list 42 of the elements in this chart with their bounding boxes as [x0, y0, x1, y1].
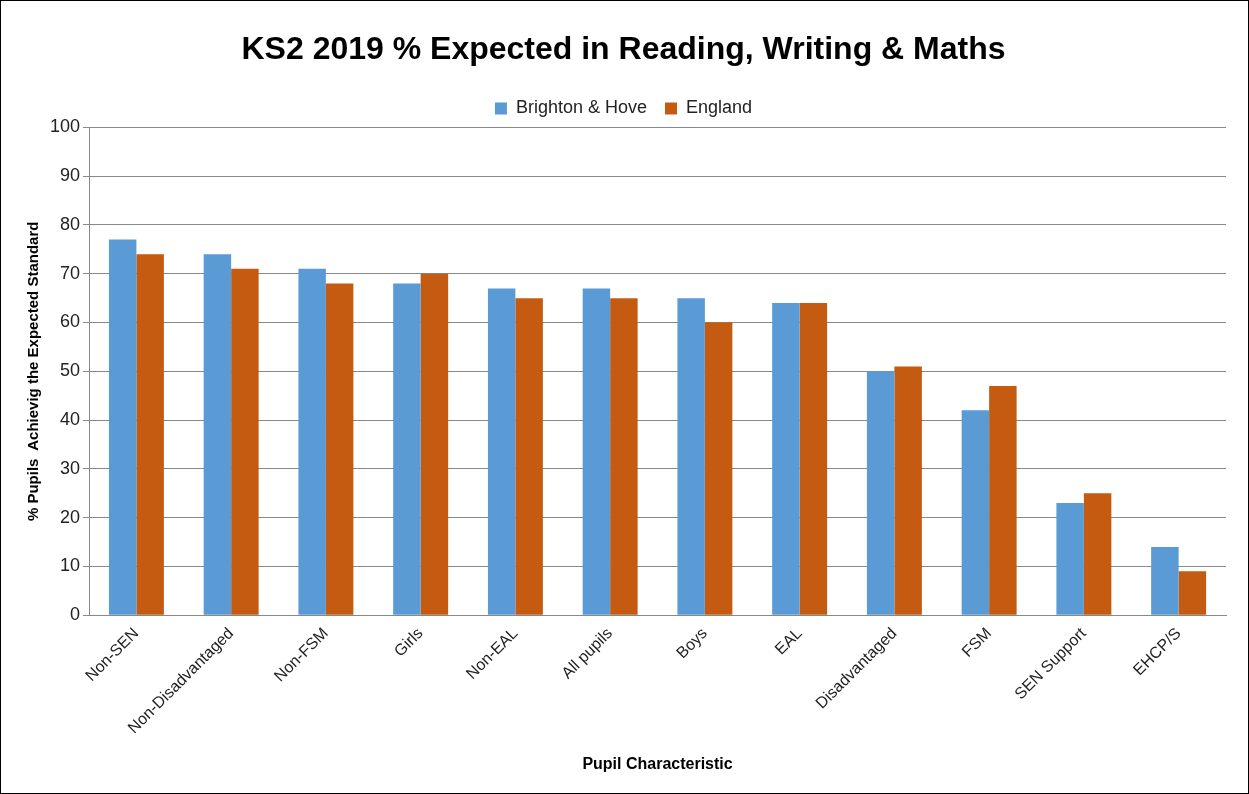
bar [515, 298, 543, 615]
bar [136, 254, 164, 615]
bar [677, 298, 705, 615]
bar [961, 410, 990, 615]
bar [203, 254, 232, 615]
bar [866, 371, 895, 615]
x-tick-label: EAL [771, 624, 805, 658]
bar [108, 239, 137, 615]
bar [610, 298, 638, 615]
chart-title: KS2 2019 % Expected in Reading, Writing & Maths [241, 30, 1006, 67]
bar [1056, 503, 1084, 615]
bar [487, 288, 516, 615]
bar [1151, 546, 1179, 615]
y-tick-label: 100 [49, 116, 81, 137]
bar [989, 385, 1017, 615]
bar [298, 268, 326, 615]
legend-label: England [686, 97, 753, 118]
bar [420, 273, 449, 615]
x-axis-title: Pupil Characteristic [582, 754, 733, 772]
y-tick-label: 0 [70, 604, 81, 625]
bar [393, 283, 421, 615]
y-tick-label: 20 [60, 506, 81, 527]
bar [772, 303, 800, 615]
bar [704, 322, 733, 615]
y-tick-label: 50 [60, 360, 81, 381]
y-tick-label: 30 [60, 457, 81, 478]
bar [1178, 571, 1207, 615]
y-tick-label: 80 [60, 213, 81, 234]
bar [582, 288, 611, 615]
legend-label: Brighton & Hove [515, 97, 648, 118]
y-tick-label: 90 [60, 165, 81, 186]
x-tick-label: Girls [390, 624, 426, 660]
bar [325, 283, 354, 615]
bar [799, 303, 828, 615]
y-tick-label: 40 [60, 409, 81, 430]
bar [1083, 493, 1112, 615]
y-tick-label: 70 [60, 262, 81, 283]
bar [231, 268, 259, 615]
y-tick-label: 60 [60, 311, 81, 332]
y-axis-title: % Pupils Achievig the Expected Standard [24, 221, 42, 522]
y-tick-label: 10 [60, 555, 81, 576]
bar [894, 366, 922, 615]
